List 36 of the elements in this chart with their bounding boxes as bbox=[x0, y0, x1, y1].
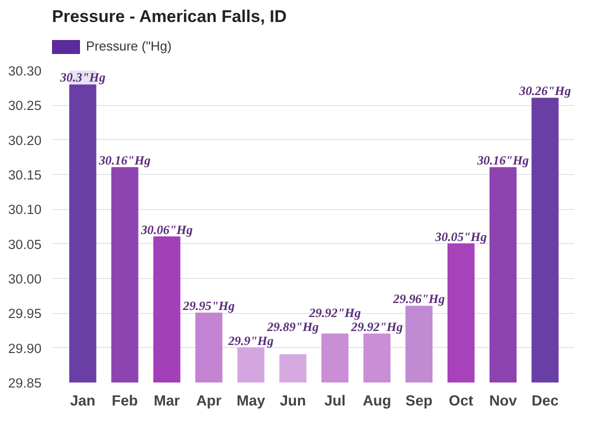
data-label: 30.3"Hg bbox=[59, 70, 106, 84]
y-tick-label: 30.00 bbox=[8, 272, 42, 286]
series-label: Pressure ("Hg) bbox=[86, 38, 172, 54]
x-tick-label: May bbox=[236, 394, 266, 410]
y-tick-label: 29.95 bbox=[8, 306, 42, 322]
data-label: 29.9"Hg bbox=[227, 334, 274, 348]
data-label: 29.92"Hg bbox=[308, 306, 361, 320]
y-tick-label: 30.10 bbox=[8, 202, 42, 218]
y-tick-label: 30.25 bbox=[8, 98, 42, 114]
data-label: 29.96"Hg bbox=[392, 292, 445, 306]
y-tick-label: 29.90 bbox=[8, 340, 42, 356]
data-label: 29.89"Hg bbox=[266, 320, 319, 334]
x-tick-label: Sep bbox=[406, 394, 432, 410]
x-tick-label: Nov bbox=[489, 394, 518, 410]
y-tick-label: 30.30 bbox=[8, 64, 42, 78]
data-label: 29.95"Hg bbox=[182, 299, 235, 314]
data-label: 30.05"Hg bbox=[434, 230, 487, 244]
chart-title: Pressure - American Falls, ID bbox=[52, 6, 287, 28]
x-tick-label: Apr bbox=[196, 394, 222, 410]
y-tick-label: 30.15 bbox=[8, 168, 42, 182]
data-label: 30.26"Hg bbox=[518, 84, 571, 98]
x-tick-label: Mar bbox=[154, 394, 180, 410]
data-label: 30.16"Hg bbox=[98, 154, 151, 168]
x-tick-label: Jun bbox=[280, 394, 306, 410]
x-tick-label: Jul bbox=[324, 394, 346, 410]
x-tick-label: Dec bbox=[532, 394, 559, 410]
data-label: 30.16"Hg bbox=[476, 154, 529, 168]
x-tick-label: Oct bbox=[448, 394, 474, 410]
x-tick-label: Feb bbox=[112, 394, 138, 410]
y-tick-label: 29.85 bbox=[8, 376, 42, 390]
y-tick-label: 30.20 bbox=[8, 132, 42, 148]
data-label: 30.06"Hg bbox=[140, 222, 193, 237]
data-label: 29.92"Hg bbox=[350, 320, 403, 334]
x-tick-label: Aug bbox=[362, 394, 392, 410]
x-tick-label: Jan bbox=[70, 394, 96, 410]
y-tick-label: 30.05 bbox=[8, 236, 42, 252]
